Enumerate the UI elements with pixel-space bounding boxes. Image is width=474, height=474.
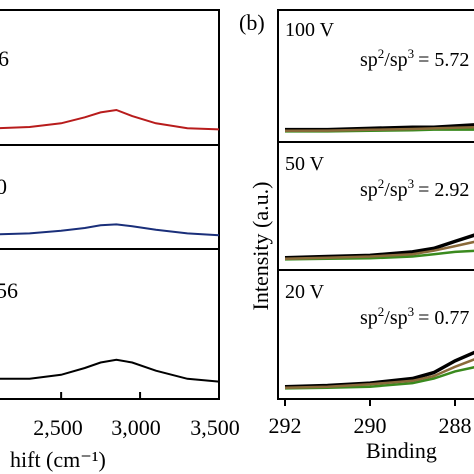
- panel-b-sub3-ratio-value: = 0.77: [418, 307, 469, 329]
- panel-a-sub1-label: 6: [0, 46, 9, 71]
- panel-b-label: (b): [239, 10, 265, 35]
- panel-a-sub1-curve: [0, 108, 220, 131]
- panel-a-sub1-frame: [0, 9, 220, 146]
- panel-a-sub2-label: 0: [0, 174, 7, 199]
- panel-b-sub2-ratio: sp2/sp3 = 2.92: [360, 176, 469, 201]
- panel-b-tick-label-2: 290: [354, 413, 387, 438]
- panel-b-tick-label-1: 292: [269, 413, 302, 438]
- panel-a-tick-label-1: 2,500: [33, 415, 83, 440]
- panel-b-sub3-series-1: [284, 350, 474, 389]
- panel-a-tick-label-2: 3,000: [111, 415, 161, 440]
- panel-b-sub3-frame: [277, 269, 474, 400]
- panel-b-tick-label-3: 288: [439, 413, 472, 438]
- panel-b-sub2-voltage: 50 V: [285, 153, 325, 175]
- panel-a-tick-label-3: 3,500: [190, 415, 240, 440]
- panel-b-sub3-series-3: [284, 358, 474, 390]
- panel-a-sub3-frame: [0, 248, 220, 400]
- panel-a-sub3-label: 56: [0, 278, 18, 303]
- panel-b-sub2-series-1: [284, 233, 474, 260]
- panel-b-y-axis-label: Intensity (a.u.): [248, 182, 273, 311]
- panel-b-sub1-ratio: sp2/sp3 = 5.72: [360, 46, 469, 71]
- panel-b-sub1-voltage: 100 V: [285, 19, 335, 41]
- panel-b-sub2-series-3: [284, 240, 474, 261]
- panel-a: 6 0 56 2,500 3,000 3,500 hift (cm⁻¹): [0, 9, 240, 472]
- panel-b-sub3-voltage: 20 V: [285, 281, 325, 303]
- panel-b-sub1-series-3: [284, 126, 474, 133]
- panel-a-sub2-curve: [0, 223, 220, 237]
- panel-b: (b) Intensity (a.u.) 100 V 50 V 20 V sp2…: [239, 9, 474, 463]
- panel-b-sub1-ratio-value: = 5.72: [418, 49, 469, 71]
- panel-a-sub3-curve: [0, 358, 220, 383]
- panel-b-x-axis-label: Binding: [366, 438, 437, 463]
- panel-b-sub3-ratio: sp2/sp3 = 0.77: [360, 304, 469, 329]
- panel-b-sub2-ratio-value: = 2.92: [418, 179, 469, 201]
- panel-a-x-axis-label: hift (cm⁻¹): [10, 447, 106, 472]
